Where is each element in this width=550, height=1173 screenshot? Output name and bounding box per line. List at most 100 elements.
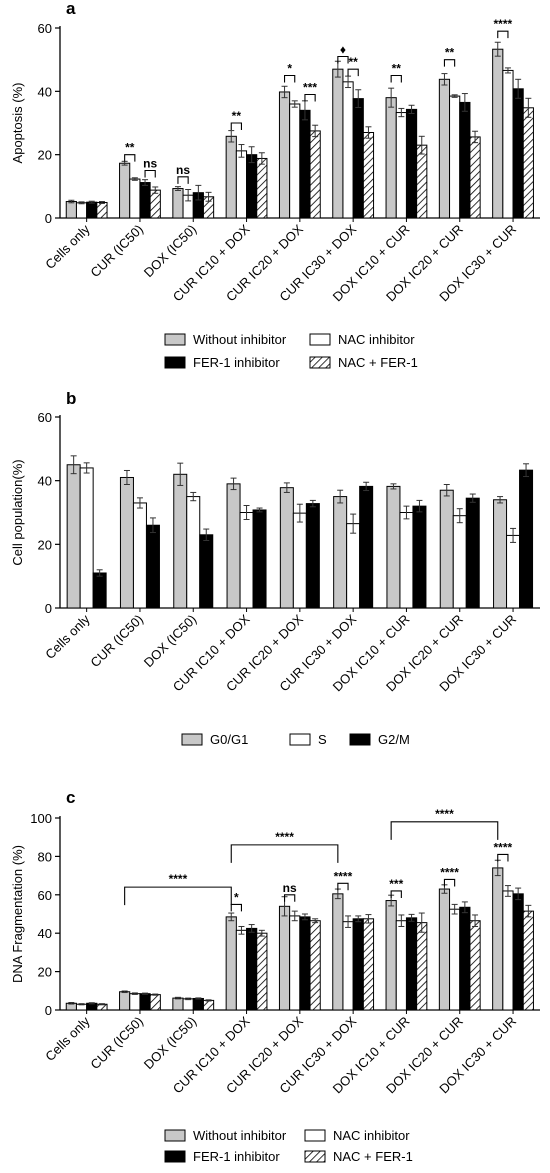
legend-label: Without inhibitor: [193, 332, 287, 347]
bar: [522, 910, 534, 1011]
bar: [119, 991, 131, 1011]
bar: [506, 534, 521, 609]
bar: [289, 915, 301, 1011]
bar: [305, 503, 320, 609]
bar: [405, 917, 418, 1011]
bar: [202, 999, 215, 1011]
y-tick-label: 20: [38, 965, 52, 980]
y-tick-label: 0: [45, 601, 52, 616]
significance-bracket: [144, 169, 156, 178]
bar: [149, 189, 161, 219]
legend-swatch: [309, 356, 331, 369]
bar: [332, 893, 344, 1011]
significance-label: ****: [440, 865, 459, 879]
significance-bracket: [443, 59, 456, 67]
bar: [132, 502, 147, 609]
y-tick-label: 0: [45, 211, 52, 226]
bar: [239, 512, 254, 609]
long-significance-bracket: [230, 844, 339, 863]
bar: [129, 178, 141, 219]
bar: [449, 908, 461, 1011]
significance-label: ♦: [340, 43, 346, 57]
y-tick-label: 60: [38, 410, 52, 425]
legend-swatch: [164, 333, 186, 346]
bar: [256, 157, 268, 219]
significance-bracket: [443, 878, 456, 887]
legend-label: NAC + FER-1: [333, 1149, 413, 1164]
bar: [459, 906, 471, 1011]
bar: [492, 867, 504, 1011]
x-tick-label: CUR (IC50): [87, 222, 146, 281]
panel-c: c 0 20 40 60 80 100 DNA Fragmentation (%) Cells …: [10, 788, 540, 1164]
bar: [309, 920, 321, 1011]
panel-label: a: [66, 0, 76, 18]
bar: [405, 108, 418, 219]
x-tick-label: Cells only: [42, 221, 93, 272]
legend-label: NAC inhibitor: [338, 332, 415, 347]
bar: [459, 101, 471, 219]
x-tick-label: CUR (IC50): [87, 1014, 146, 1073]
bar: [519, 469, 534, 609]
bar: [522, 107, 534, 219]
y-tick-label: 60: [38, 888, 52, 903]
significance-label: ns: [143, 157, 157, 171]
legend-label: Without inhibitor: [193, 1128, 287, 1143]
bar: [492, 48, 504, 219]
y-axis-label: Cell population(%): [10, 459, 25, 565]
bar: [75, 202, 88, 219]
bar: [279, 487, 294, 609]
panel-label: b: [66, 389, 76, 408]
bar: [186, 496, 201, 609]
long-significance-bracket: [390, 821, 499, 840]
bar: [416, 922, 428, 1011]
y-tick-label: 40: [38, 474, 52, 489]
bar: [199, 534, 214, 609]
bar: [438, 888, 451, 1011]
bar: [412, 505, 427, 609]
bar: [342, 81, 354, 219]
significance-bracket: [284, 74, 296, 83]
bar: [172, 188, 184, 219]
y-axis-label: Apoptosis (%): [10, 83, 25, 164]
legend-label: G2/M: [378, 732, 410, 747]
bar: [512, 893, 524, 1011]
bar: [139, 993, 151, 1011]
bar: [342, 921, 354, 1011]
y-tick-label: 20: [38, 537, 52, 552]
significance-label: *: [234, 890, 239, 904]
significance-label: ns: [176, 163, 190, 177]
bar: [172, 997, 184, 1011]
bar: [359, 485, 374, 609]
bar: [235, 150, 248, 219]
bar: [346, 523, 361, 609]
significance-bracket: [497, 30, 509, 39]
legend-swatch: [181, 733, 203, 746]
significance-label: *: [287, 62, 292, 76]
bar: [385, 97, 397, 219]
bar: [386, 485, 401, 609]
bar: [119, 162, 131, 219]
bar: [449, 95, 461, 219]
significance-bracket: [337, 55, 349, 64]
significance-label: ***: [303, 81, 317, 95]
bar: [399, 512, 414, 609]
bar: [145, 524, 160, 609]
significance-bracket: [497, 853, 509, 862]
legend-swatch: [349, 733, 371, 746]
x-tick-label: Cells only: [42, 1013, 93, 1064]
bar: [92, 572, 107, 609]
y-tick-label: 20: [38, 148, 52, 163]
legend-swatch: [309, 333, 331, 346]
significance-label: ****: [435, 807, 454, 821]
bar: [332, 68, 344, 219]
legend-swatch: [164, 356, 186, 369]
significance-label: ns: [283, 881, 297, 895]
bar: [469, 920, 481, 1011]
bar: [352, 98, 364, 219]
significance-label: ****: [169, 872, 188, 886]
bar: [502, 890, 514, 1011]
bar: [278, 91, 291, 219]
legend-label: G0/G1: [210, 732, 248, 747]
bar: [173, 473, 188, 609]
